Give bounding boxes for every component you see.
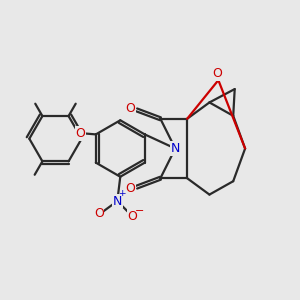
Text: +: + <box>118 190 125 199</box>
Text: −: − <box>135 206 144 216</box>
Text: O: O <box>127 210 137 223</box>
Text: O: O <box>94 207 104 220</box>
Text: O: O <box>75 127 85 140</box>
Text: O: O <box>125 103 135 116</box>
Text: O: O <box>212 67 222 80</box>
Text: O: O <box>125 182 135 194</box>
Text: N: N <box>112 195 122 208</box>
Text: N: N <box>171 142 180 155</box>
